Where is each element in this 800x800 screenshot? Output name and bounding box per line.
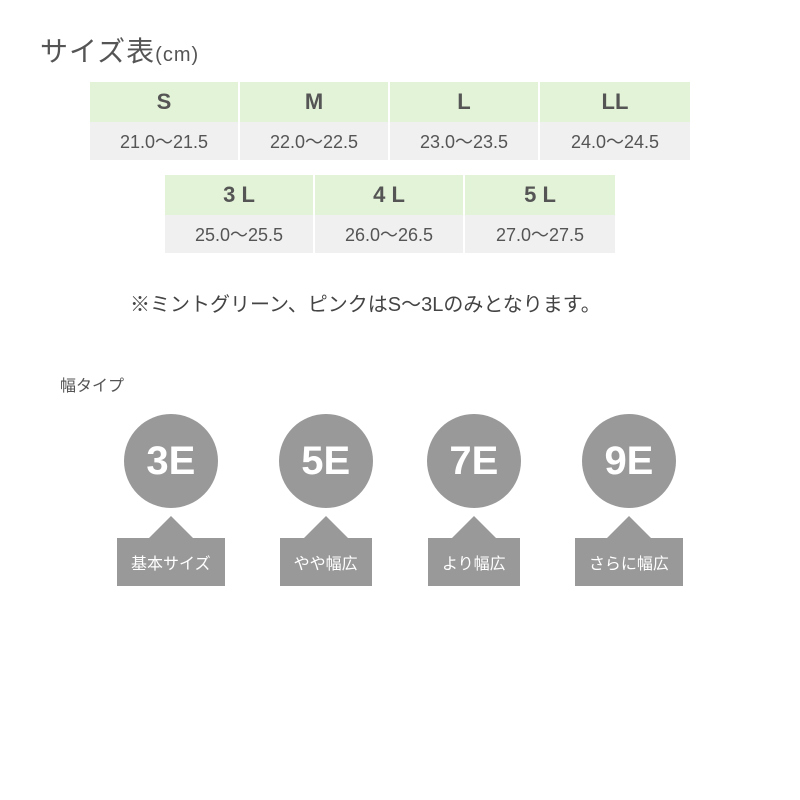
width-desc: 基本サイズ [117, 538, 225, 586]
width-arrow-icon [452, 516, 496, 538]
width-title: 幅タイプ [60, 372, 740, 396]
width-circle: 9E [582, 414, 676, 508]
size-range: 22.0～22.5 [240, 122, 388, 160]
size-row-1: S 21.0～21.5 M 22.0～22.5 L 23.0～23.5 LL 2… [90, 82, 760, 160]
size-label: LL [540, 82, 690, 122]
size-label: L [390, 82, 538, 122]
width-type-7e: 7E より幅広 [427, 414, 521, 586]
size-cell: LL 24.0～24.5 [540, 82, 690, 160]
size-range: 23.0～23.5 [390, 122, 538, 160]
size-cell: L 23.0～23.5 [390, 82, 540, 160]
size-label: 4 L [315, 175, 463, 215]
size-note: ※ミントグリーン、ピンクはS～3Lのみとなります。 [130, 288, 760, 317]
width-type-9e: 9E さらに幅広 [575, 414, 683, 586]
width-types-row: 3E 基本サイズ 5E やや幅広 7E より幅広 9E さらに幅広 [60, 414, 740, 586]
width-desc: やや幅広 [280, 538, 372, 586]
width-arrow-icon [607, 516, 651, 538]
width-circle: 3E [124, 414, 218, 508]
size-label: 3 L [165, 175, 313, 215]
size-table: S 21.0～21.5 M 22.0～22.5 L 23.0～23.5 LL 2… [90, 82, 760, 253]
size-cell: 4 L 26.0～26.5 [315, 175, 465, 253]
size-cell: S 21.0～21.5 [90, 82, 240, 160]
title-unit: (cm) [155, 44, 199, 66]
size-range: 21.0～21.5 [90, 122, 238, 160]
width-circle: 7E [427, 414, 521, 508]
size-label: 5 L [465, 175, 615, 215]
title-main: サイズ表 [40, 36, 155, 67]
size-cell: 5 L 27.0～27.5 [465, 175, 615, 253]
width-arrow-icon [304, 516, 348, 538]
size-range: 26.0～26.5 [315, 215, 463, 253]
width-type-5e: 5E やや幅広 [279, 414, 373, 586]
width-section: 幅タイプ 3E 基本サイズ 5E やや幅広 7E より幅広 9E さらに幅広 [40, 372, 760, 586]
size-cell: M 22.0～22.5 [240, 82, 390, 160]
size-range: 25.0～25.5 [165, 215, 313, 253]
width-circle: 5E [279, 414, 373, 508]
width-desc: より幅広 [428, 538, 520, 586]
size-label: S [90, 82, 238, 122]
size-row-2: 3 L 25.0～25.5 4 L 26.0～26.5 5 L 27.0～27.… [165, 175, 760, 253]
size-cell: 3 L 25.0～25.5 [165, 175, 315, 253]
width-desc: さらに幅広 [575, 538, 683, 586]
size-range: 24.0～24.5 [540, 122, 690, 160]
page-title: サイズ表(cm) [40, 30, 760, 70]
width-type-3e: 3E 基本サイズ [117, 414, 225, 586]
size-label: M [240, 82, 388, 122]
size-range: 27.0～27.5 [465, 215, 615, 253]
width-arrow-icon [149, 516, 193, 538]
size-chart-container: サイズ表(cm) S 21.0～21.5 M 22.0～22.5 L 23.0～… [0, 0, 800, 616]
